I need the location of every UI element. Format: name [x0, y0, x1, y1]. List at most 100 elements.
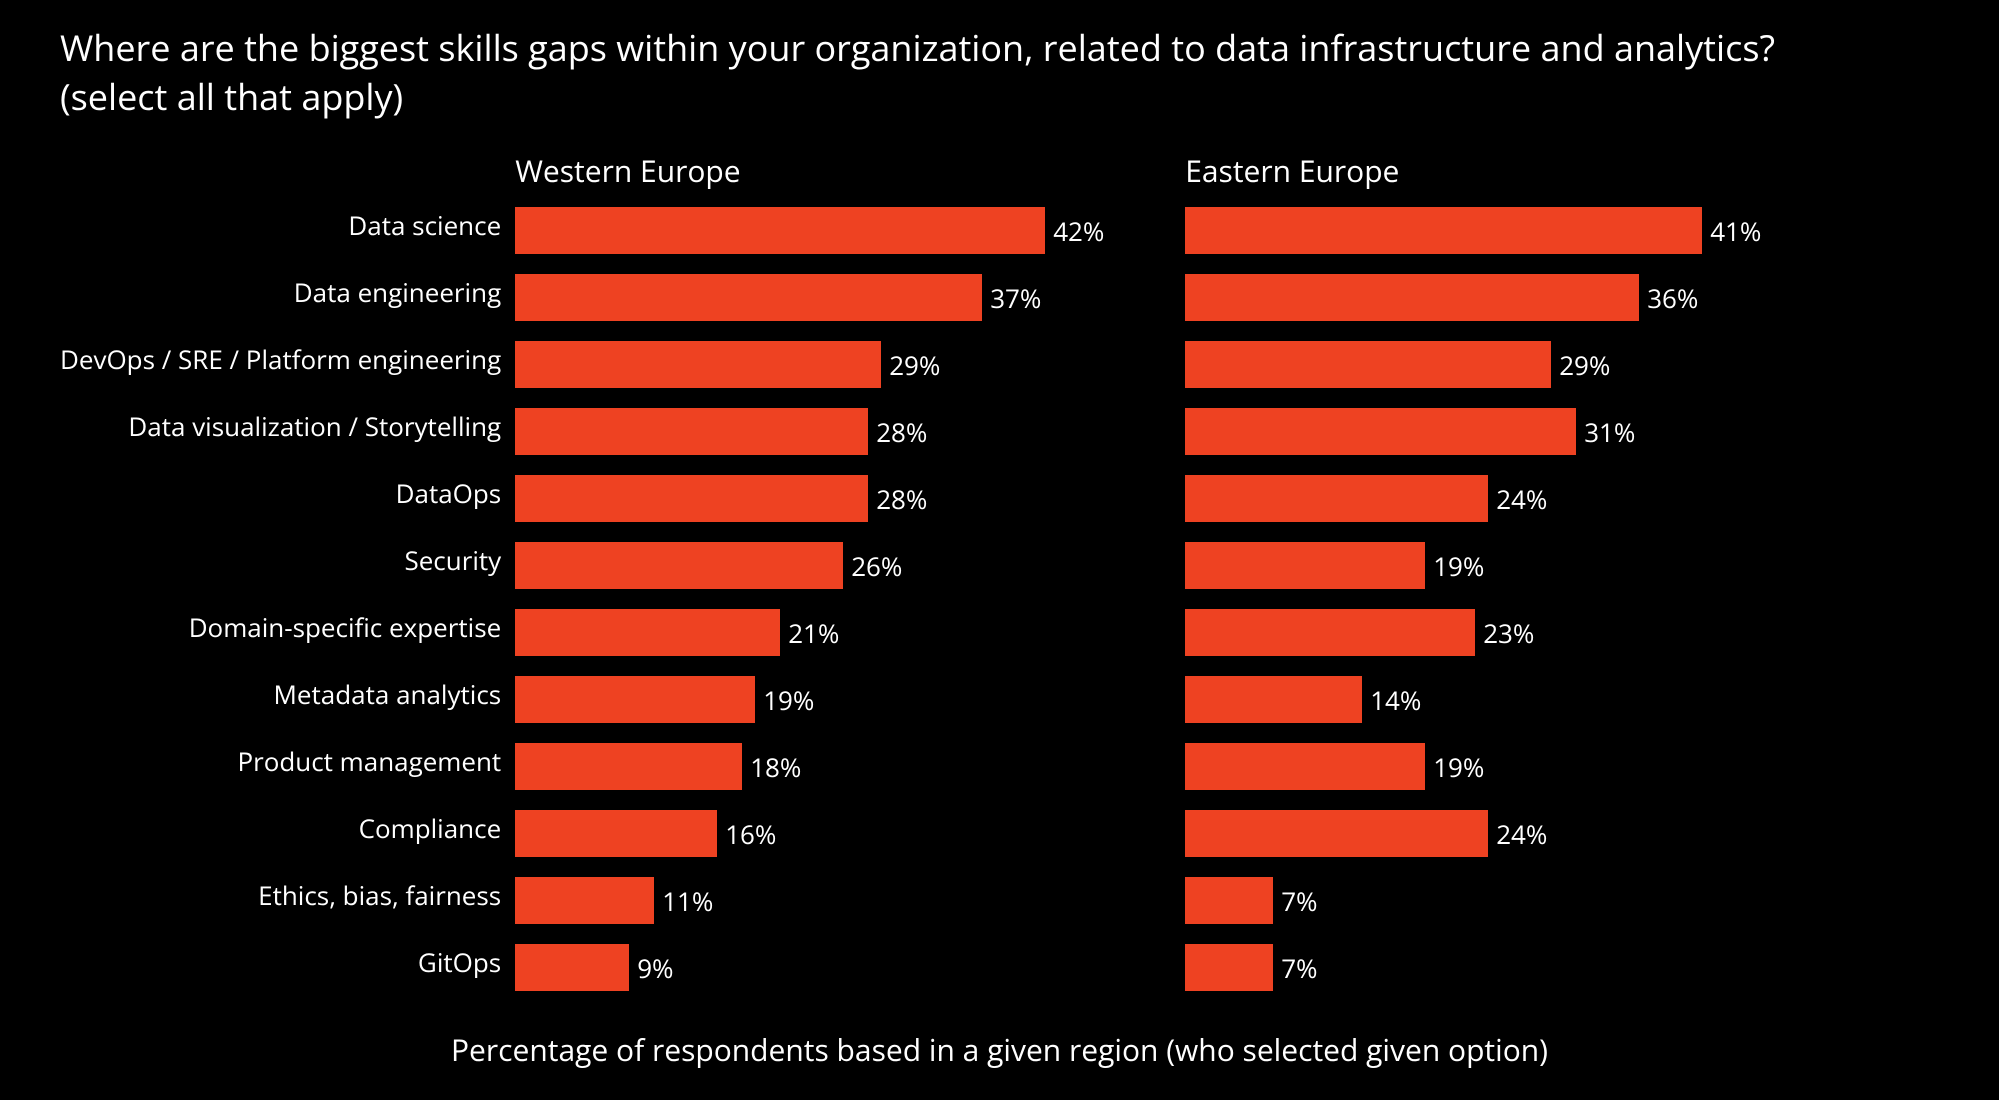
bar-track [1185, 733, 1425, 800]
bar-value-label: 29% [889, 347, 940, 383]
bar-track [515, 398, 868, 465]
bar-track [1185, 599, 1475, 666]
bar [515, 341, 881, 388]
bar [1185, 609, 1475, 656]
bar-value-label: 23% [1483, 615, 1534, 651]
bar-row: 24% [1185, 465, 1855, 532]
category-label: Metadata analytics [60, 660, 515, 727]
bar-track [1185, 867, 1273, 934]
bar [1185, 877, 1273, 924]
bar-row: 24% [1185, 800, 1855, 867]
bar-row: 16% [515, 800, 1185, 867]
bar [515, 609, 780, 656]
bar-track [515, 666, 755, 733]
bar-value-label: 19% [1433, 749, 1484, 785]
bar-value-label: 21% [788, 615, 839, 651]
bar-row: 29% [1185, 331, 1855, 398]
category-label: Security [60, 526, 515, 593]
bar [1185, 743, 1425, 790]
bar-row: 41% [1185, 197, 1855, 264]
bar-value-label: 29% [1559, 347, 1610, 383]
series-header: Western Europe [515, 145, 1185, 197]
bar-track [1185, 264, 1639, 331]
bar-value-label: 41% [1710, 213, 1761, 249]
bar-track [1185, 934, 1273, 1001]
bar-value-label: 19% [1433, 548, 1484, 584]
bar-track [515, 465, 868, 532]
bar-row: 14% [1185, 666, 1855, 733]
bar-track [1185, 666, 1362, 733]
bar-row: 19% [1185, 733, 1855, 800]
bar [1185, 944, 1273, 991]
bar-row: 28% [515, 465, 1185, 532]
title-line-2: (select all that apply) [60, 72, 403, 121]
bar-value-label: 16% [725, 816, 776, 852]
bar-row: 37% [515, 264, 1185, 331]
bar [1185, 207, 1702, 254]
bar [515, 676, 755, 723]
bar-track [1185, 331, 1551, 398]
bar-row: 18% [515, 733, 1185, 800]
category-label: Product management [60, 727, 515, 794]
bar [1185, 341, 1551, 388]
series-column: Eastern Europe41%36%29%31%24%19%23%14%19… [1185, 145, 1855, 1001]
bar [515, 542, 843, 589]
bar-value-label: 7% [1281, 950, 1317, 986]
bar-row: 28% [515, 398, 1185, 465]
bar-value-label: 28% [876, 414, 927, 450]
bar-value-label: 9% [637, 950, 673, 986]
bar-track [515, 599, 780, 666]
bar-track [515, 867, 654, 934]
title-line-1: Where are the biggest skills gaps within… [60, 23, 1775, 72]
page: Where are the biggest skills gaps within… [0, 0, 1999, 1100]
bar-row: 42% [515, 197, 1185, 264]
bar-row: 19% [515, 666, 1185, 733]
bar [1185, 542, 1425, 589]
bar [515, 408, 868, 455]
bar-value-label: 36% [1647, 280, 1698, 316]
bar-value-label: 37% [990, 280, 1041, 316]
bar [1185, 676, 1362, 723]
bar-track [515, 934, 629, 1001]
bar [1185, 408, 1576, 455]
bar-track [1185, 532, 1425, 599]
bar-value-label: 11% [662, 883, 713, 919]
x-axis-label: Percentage of respondents based in a giv… [60, 1029, 1939, 1070]
bar-row: 36% [1185, 264, 1855, 331]
chart-title: Where are the biggest skills gaps within… [60, 24, 1939, 121]
bar-row: 19% [1185, 532, 1855, 599]
bar-row: 23% [1185, 599, 1855, 666]
category-labels-column: Data scienceData engineeringDevOps / SRE… [60, 145, 515, 995]
bar-track [515, 532, 843, 599]
bar [515, 475, 868, 522]
bar [1185, 475, 1488, 522]
bar-row: 29% [515, 331, 1185, 398]
header-spacer [60, 145, 515, 191]
chart-area: Data scienceData engineeringDevOps / SRE… [60, 145, 1939, 1001]
bar-track [1185, 197, 1702, 264]
bar-track [1185, 398, 1576, 465]
category-label: Compliance [60, 794, 515, 861]
category-label: Ethics, bias, fairness [60, 861, 515, 928]
bar-row: 7% [1185, 934, 1855, 1001]
category-label: Data visualization / Storytelling [60, 392, 515, 459]
bar [515, 877, 654, 924]
bar-row: 26% [515, 532, 1185, 599]
bar-value-label: 24% [1496, 816, 1547, 852]
bar [1185, 274, 1639, 321]
bar-value-label: 19% [763, 682, 814, 718]
bar-track [515, 264, 982, 331]
bar [1185, 810, 1488, 857]
bar-track [515, 800, 717, 867]
bar [515, 810, 717, 857]
bar [515, 274, 982, 321]
bar-value-label: 18% [750, 749, 801, 785]
bar-track [515, 331, 881, 398]
category-label: Data science [60, 191, 515, 258]
bar-track [515, 197, 1045, 264]
category-label: DataOps [60, 459, 515, 526]
category-label: DevOps / SRE / Platform engineering [60, 325, 515, 392]
bar-value-label: 31% [1584, 414, 1635, 450]
bar-value-label: 7% [1281, 883, 1317, 919]
bar-value-label: 28% [876, 481, 927, 517]
